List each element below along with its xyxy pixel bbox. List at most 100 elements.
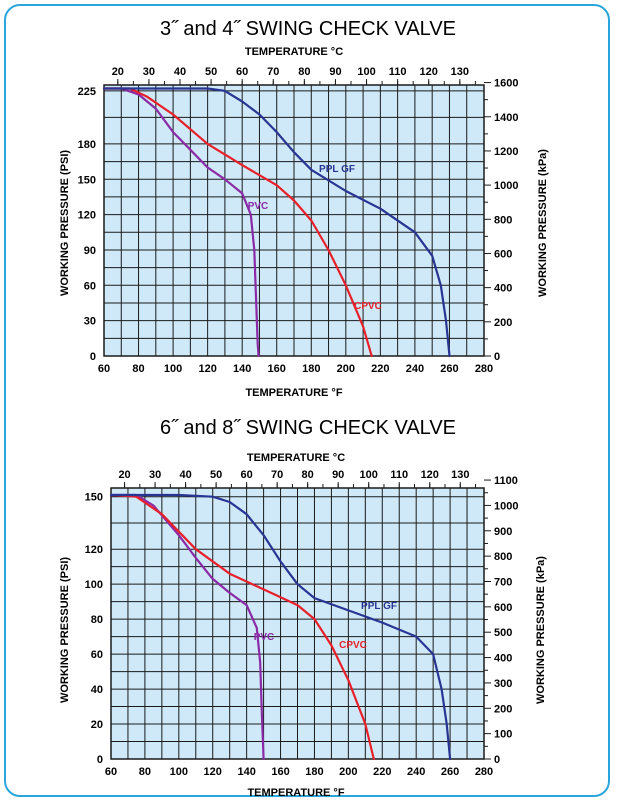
chart1-x-tick-label: 260 [440, 363, 458, 375]
chart2-c-tick-label: 20 [118, 469, 130, 481]
chart1-x-axis-label: TEMPERATURE °F [245, 387, 342, 399]
chart1-kpa-tick-label: 0 [494, 351, 500, 363]
chart1-series-pvc-label: PVC [248, 201, 269, 212]
chart2-series-pvc-line [109, 493, 265, 761]
chart1-top-axis-label: TEMPERATURE °C [245, 46, 343, 58]
chart1-kpa-tick-label: 1400 [494, 112, 518, 124]
chart2-y-tick-label: 60 [91, 649, 103, 661]
chart1-x-tick-label: 160 [268, 363, 286, 375]
chart2-c-tick-label: 120 [421, 469, 439, 481]
chart1-x-tick-label: 60 [98, 363, 110, 375]
chart2-kpa-tick-label: 100 [494, 729, 512, 741]
chart2-kpa-tick-label: 0 [494, 754, 500, 766]
chart2-y-axis-label: WORKING PRESSURE (PSI) [59, 557, 71, 703]
chart2-c-tick-label: 70 [271, 469, 283, 481]
chart2-x-axis-label: TEMPERATURE °F [247, 787, 344, 799]
chart2-kpa-tick-label: 200 [494, 703, 512, 715]
chart1-right-axis-label: WORKING PRESSURE (kPa) [537, 149, 549, 297]
chart1-series-ppl_gf-label: PPL GF [319, 164, 355, 175]
chart2-c-tick-label: 100 [360, 469, 378, 481]
chart1-series-cpvc-line [102, 87, 373, 358]
chart1-c-tick-label: 50 [205, 66, 217, 78]
chart2-x-tick-label: 140 [237, 766, 255, 778]
chart1-y-tick-label: 60 [84, 280, 96, 292]
chart1-x-tick-label: 280 [475, 363, 493, 375]
chart1-kpa-tick-label: 1000 [494, 180, 518, 192]
chart1-x-tick-label: 200 [337, 363, 355, 375]
chart1-c-tick-label: 30 [143, 66, 155, 78]
chart1-c-tick-label: 40 [174, 66, 186, 78]
chart1-y-tick-label: 180 [78, 139, 96, 151]
chart1-x-tick-label: 120 [198, 363, 216, 375]
chart2-kpa-tick-label: 1100 [494, 475, 518, 487]
chart2-series-cpvc-line [109, 493, 375, 761]
chart2-y-tick-label: 80 [91, 614, 103, 626]
chart2-kpa-tick-label: 700 [494, 576, 512, 588]
chart1-c-tick-label: 70 [267, 66, 279, 78]
chart2-x-tick-label: 180 [305, 766, 323, 778]
chart2-kpa-tick-label: 900 [494, 526, 512, 538]
chart2-x-tick-label: 220 [373, 766, 391, 778]
chart1-kpa-tick-label: 600 [494, 248, 512, 260]
chart1-kpa-tick-label: 1200 [494, 146, 518, 158]
chart1-y-tick-label: 30 [84, 316, 96, 328]
chart2-y-tick-label: 150 [85, 492, 103, 504]
chart2-c-tick-label: 50 [210, 469, 222, 481]
chart1-x-tick-label: 220 [371, 363, 389, 375]
chart2-x-tick-label: 160 [271, 766, 289, 778]
chart1-c-tick-label: 60 [236, 66, 248, 78]
chart1-y-tick-label: 0 [90, 351, 96, 363]
chart1-x-tick-label: 80 [132, 363, 144, 375]
chart1-y-axis-label: WORKING PRESSURE (PSI) [59, 150, 71, 296]
chart2-series-ppl_gf-label: PPL GF [361, 601, 397, 612]
chart1-series-ppl_gf-line [102, 87, 451, 358]
chart2-c-tick-label: 110 [390, 469, 408, 481]
chart1-y-tick-label: 225 [78, 86, 96, 98]
chart2-series-ppl_gf-line [109, 493, 452, 761]
chart2-kpa-tick-label: 400 [494, 653, 512, 665]
chart1-plot: 60 80 100 120 140 160 180 200 220 240 260 280030609… [78, 66, 519, 375]
chart2-x-tick-label: 200 [339, 766, 357, 778]
chart1-c-tick-label: 120 [420, 66, 438, 78]
chart1-c-tick-label: 130 [451, 66, 469, 78]
chart1-kpa-tick-label: 400 [494, 283, 512, 295]
chart2-kpa-tick-label: 1000 [494, 500, 518, 512]
chart1-title: 3˝ and 4˝ SWING CHECK VALVE [160, 18, 456, 40]
chart1-y-tick-label: 90 [84, 245, 96, 257]
chart2-kpa-tick-label: 300 [494, 678, 512, 690]
chart2-x-tick-label: 260 [441, 766, 459, 778]
chart1-c-tick-label: 90 [329, 66, 341, 78]
chart2-y-tick-label: 0 [97, 754, 103, 766]
chart2-x-tick-label: 120 [204, 766, 222, 778]
chart1-kpa-tick-label: 1600 [494, 78, 518, 90]
chart2-y-tick-label: 100 [85, 579, 103, 591]
chart2-series-pvc-label: PVC [254, 632, 275, 643]
chart1-c-tick-label: 80 [298, 66, 310, 78]
chart2-kpa-tick-label: 500 [494, 627, 512, 639]
chart1-y-tick-label: 150 [78, 174, 96, 186]
chart2-kpa-tick-label: 800 [494, 551, 512, 563]
chart2-c-tick-label: 60 [241, 469, 253, 481]
chart1-x-tick-label: 140 [233, 363, 251, 375]
chart-frame [4, 4, 610, 797]
chart1-c-tick-label: 110 [389, 66, 407, 78]
chart2-x-tick-label: 280 [475, 766, 493, 778]
chart2-plot: 60 80 100 120 140 160 180 200 220 240 260 280020406… [85, 469, 519, 778]
chart2-y-tick-label: 20 [91, 719, 103, 731]
chart1-c-tick-label: 20 [112, 66, 124, 78]
chart1-x-tick-label: 100 [164, 363, 182, 375]
chart2-title: 6˝ and 8˝ SWING CHECK VALVE [160, 417, 456, 439]
chart2-c-tick-label: 40 [179, 469, 191, 481]
chart1-kpa-tick-label: 800 [494, 214, 512, 226]
chart2-c-tick-label: 30 [149, 469, 161, 481]
chart2-c-tick-label: 90 [332, 469, 344, 481]
chart2-right-axis-label: WORKING PRESSURE (kPa) [535, 556, 547, 704]
chart2-x-tick-label: 240 [407, 766, 425, 778]
chart2-y-tick-label: 120 [85, 544, 103, 556]
chart2-x-tick-label: 100 [170, 766, 188, 778]
chart1-x-tick-label: 240 [406, 363, 424, 375]
chart2-series-cpvc-label: CPVC [339, 640, 367, 651]
chart1-series-cpvc-label: CPVC [354, 301, 382, 312]
chart1-c-tick-label: 100 [357, 66, 375, 78]
